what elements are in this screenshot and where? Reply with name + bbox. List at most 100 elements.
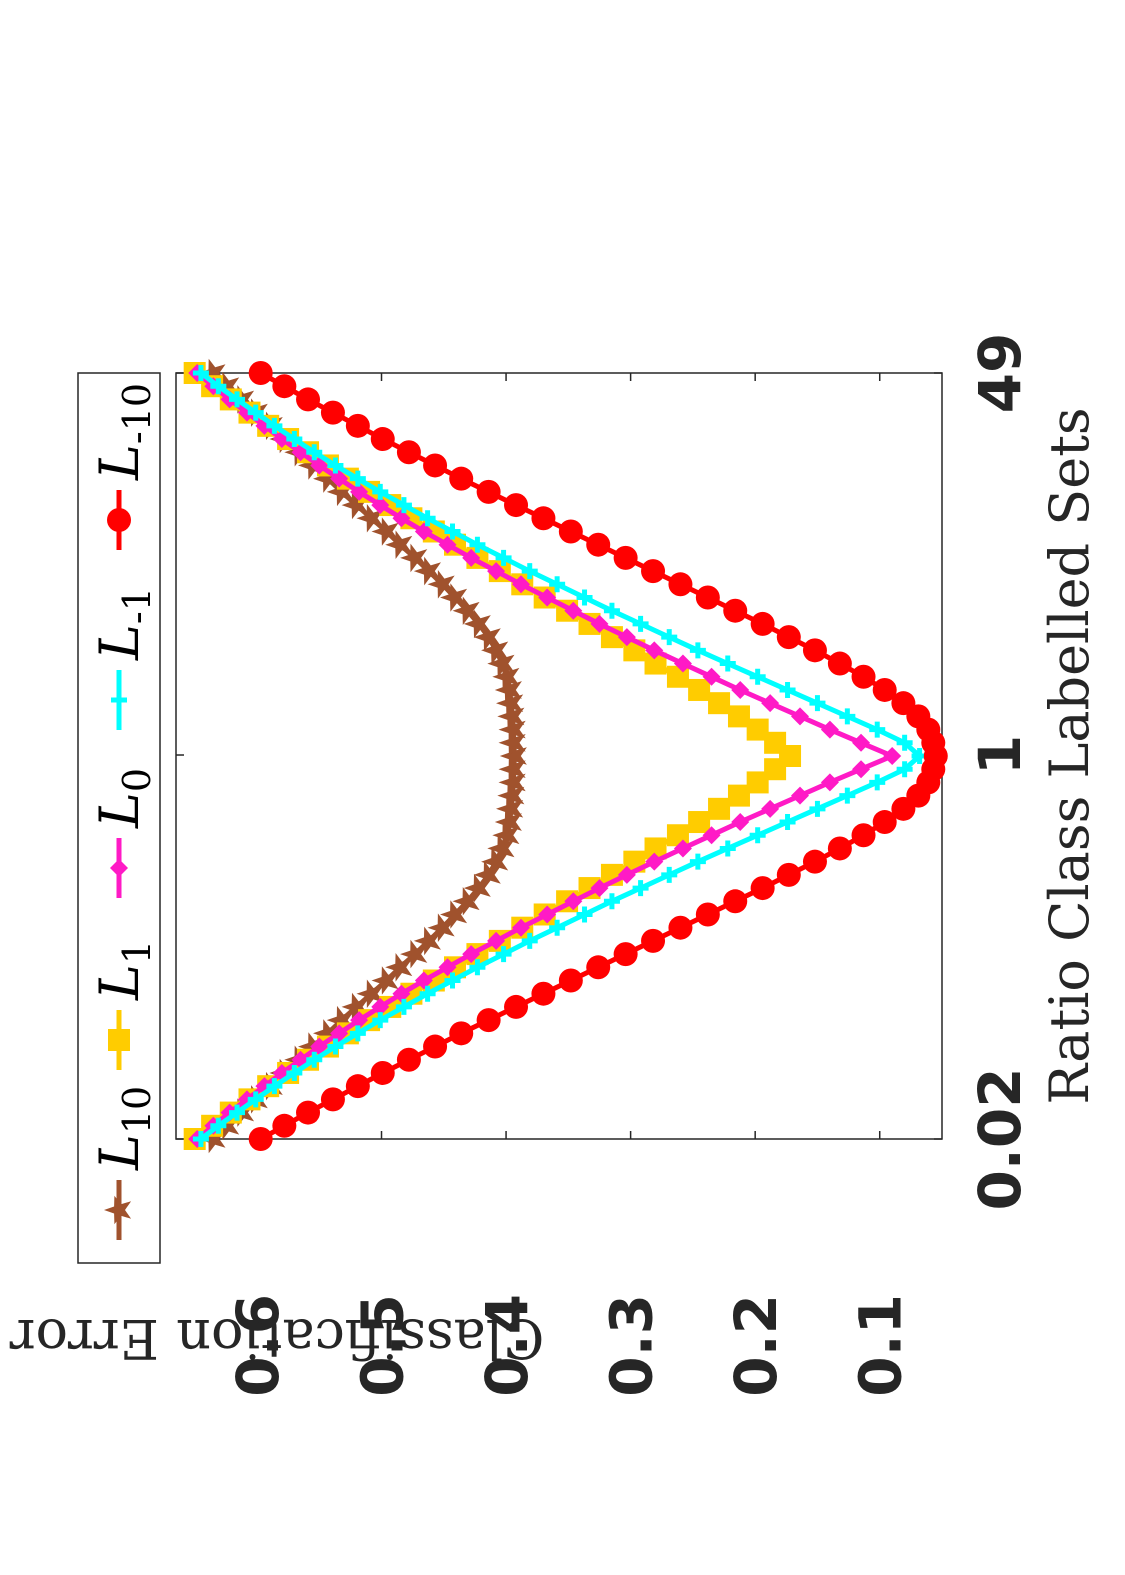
legend-marker [110, 859, 128, 877]
data-point-10 [341, 992, 369, 1022]
data-point--1 [869, 721, 886, 738]
data-point-10 [498, 768, 526, 797]
x-tick-label: 0.02 [966, 1067, 1034, 1210]
data-point-10 [385, 530, 413, 559]
legend-label-subscript: 10 [115, 1086, 159, 1134]
y-tick-label: 0.2 [722, 1294, 790, 1397]
data-point-0 [414, 971, 433, 990]
data-point--10 [851, 823, 876, 848]
data-point-1 [644, 652, 667, 675]
data-point--1 [521, 932, 538, 949]
data-point--10 [345, 1074, 370, 1099]
data-point--10 [586, 955, 611, 980]
data-point--1 [266, 1078, 283, 1095]
data-point--1 [192, 365, 209, 381]
legend-label-subscript: -10 [115, 383, 159, 444]
data-point--10 [449, 466, 474, 491]
data-point--10 [296, 387, 321, 412]
data-point-0 [462, 945, 481, 964]
data-point--10 [586, 532, 611, 557]
data-point-0 [761, 694, 780, 713]
legend-entry-0: L0 [88, 768, 159, 898]
data-point--1 [372, 483, 389, 500]
data-point-0 [590, 614, 609, 633]
y-tick-label: 0.5 [349, 1294, 417, 1397]
data-point-10 [427, 913, 455, 942]
data-point--1 [286, 1064, 303, 1081]
data-point--1 [247, 404, 264, 421]
data-point--1 [749, 827, 766, 844]
legend-entry--10: L-10 [88, 383, 159, 550]
data-point-10 [494, 675, 522, 705]
data-point--10 [641, 559, 666, 584]
data-point-0 [371, 997, 390, 1016]
data-point--10 [531, 981, 556, 1006]
data-point-0 [538, 588, 557, 607]
data-point--1 [549, 919, 566, 936]
x-axis-label: Ratio Class Labelled Sets [1038, 407, 1101, 1104]
data-point-10 [313, 1019, 341, 1048]
data-point-10 [497, 781, 525, 810]
legend-label-name: L [88, 444, 151, 481]
data-point--1 [395, 998, 412, 1015]
data-point--1 [896, 761, 913, 778]
data-point-0 [564, 892, 583, 911]
data-point--1 [495, 946, 512, 963]
x-tick-label: 49 [966, 333, 1034, 414]
data-point-10 [494, 807, 522, 837]
data-point-10 [440, 900, 468, 929]
data-point-0 [791, 786, 810, 805]
data-point--1 [469, 959, 486, 976]
data-point--10 [668, 572, 693, 597]
data-point--1 [395, 497, 412, 514]
data-point--1 [719, 655, 736, 672]
data-point-0 [617, 628, 636, 647]
data-point-1 [644, 837, 667, 860]
data-point--1 [521, 563, 538, 580]
data-point-0 [438, 535, 457, 554]
data-point--1 [661, 629, 678, 646]
data-point--10 [396, 440, 421, 465]
data-point-10 [326, 1005, 354, 1035]
data-point--1 [896, 734, 913, 751]
data-point-10 [452, 596, 480, 625]
legend-entry-1: L1 [88, 940, 159, 1070]
data-point-0 [590, 879, 609, 898]
legend-label-subscript: 1 [115, 940, 159, 964]
data-point-0 [392, 509, 411, 528]
data-point-10 [440, 583, 468, 612]
data-point--10 [504, 994, 529, 1019]
data-point--1 [266, 417, 283, 434]
legend-entry--1: L-1 [88, 587, 159, 730]
data-point--10 [449, 1021, 474, 1046]
data-point--10 [641, 928, 666, 953]
data-point-10 [400, 543, 428, 573]
data-point-10 [499, 741, 527, 771]
data-point--1 [603, 893, 620, 910]
data-point-10 [496, 688, 524, 718]
data-point--10 [558, 968, 583, 993]
data-point-10 [498, 754, 526, 784]
data-point-10 [452, 887, 480, 916]
data-point--10 [370, 427, 395, 452]
data-point--1 [327, 457, 344, 474]
data-point-10 [198, 358, 226, 388]
data-point--10 [827, 651, 852, 676]
data-point-0 [487, 562, 506, 581]
data-point-0 [371, 496, 390, 515]
legend-label-name: L [88, 792, 151, 829]
data-point-10 [427, 570, 455, 599]
data-point-0 [820, 720, 839, 739]
data-point-1 [746, 718, 769, 741]
data-point-10 [341, 490, 369, 520]
data-point--10 [423, 453, 448, 478]
data-point--1 [444, 972, 461, 989]
series--10 [248, 361, 948, 1151]
data-point--10 [776, 862, 801, 887]
legend-label: L1 [88, 940, 159, 1001]
legend-label: L10 [88, 1086, 159, 1171]
data-point--10 [248, 1127, 273, 1151]
data-point--1 [419, 510, 436, 527]
data-point--1 [495, 549, 512, 566]
